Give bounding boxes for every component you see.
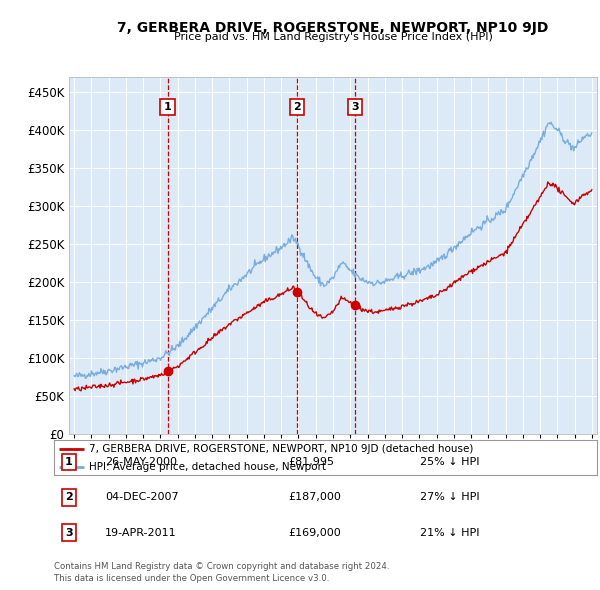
Text: 3: 3 [65, 528, 73, 537]
Text: £169,000: £169,000 [288, 528, 341, 537]
Text: 1: 1 [65, 457, 73, 467]
Text: 3: 3 [352, 102, 359, 112]
Text: £187,000: £187,000 [288, 493, 341, 502]
Text: 25% ↓ HPI: 25% ↓ HPI [420, 457, 479, 467]
Text: £81,995: £81,995 [288, 457, 334, 467]
Text: Price paid vs. HM Land Registry's House Price Index (HPI): Price paid vs. HM Land Registry's House … [173, 32, 493, 42]
Text: 27% ↓ HPI: 27% ↓ HPI [420, 493, 479, 502]
Text: 19-APR-2011: 19-APR-2011 [105, 528, 176, 537]
Text: Contains HM Land Registry data © Crown copyright and database right 2024.
This d: Contains HM Land Registry data © Crown c… [54, 562, 389, 583]
Text: 2: 2 [293, 102, 301, 112]
Text: 21% ↓ HPI: 21% ↓ HPI [420, 528, 479, 537]
Text: 7, GERBERA DRIVE, ROGERSTONE, NEWPORT, NP10 9JD (detached house): 7, GERBERA DRIVE, ROGERSTONE, NEWPORT, N… [89, 444, 473, 454]
Text: 7, GERBERA DRIVE, ROGERSTONE, NEWPORT, NP10 9JD: 7, GERBERA DRIVE, ROGERSTONE, NEWPORT, N… [118, 21, 548, 35]
Text: HPI: Average price, detached house, Newport: HPI: Average price, detached house, Newp… [89, 462, 326, 472]
Text: 1: 1 [164, 102, 172, 112]
Text: 26-MAY-2000: 26-MAY-2000 [105, 457, 177, 467]
Text: 2: 2 [65, 493, 73, 502]
Text: 04-DEC-2007: 04-DEC-2007 [105, 493, 179, 502]
